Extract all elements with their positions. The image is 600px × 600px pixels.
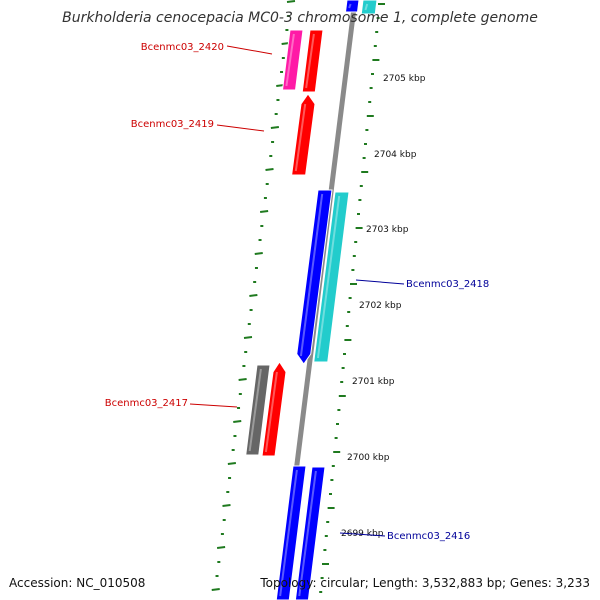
gene-reverse-block-highlight bbox=[316, 195, 341, 359]
gene-label: Bcenmc03_2420 bbox=[141, 42, 224, 53]
gene-label: Bcenmc03_2417 bbox=[105, 398, 188, 409]
accession-text: Accession: NC_010508 bbox=[9, 576, 146, 590]
gc-content-tick bbox=[259, 210, 269, 213]
gc-content-tick bbox=[211, 588, 220, 591]
gene-bcenmc03-2418-block-highlight bbox=[299, 193, 324, 357]
genome-summary-text: Topology: circular; Length: 3,532,883 bp… bbox=[260, 576, 590, 590]
gene-bcenmc03-2416-block-highlight bbox=[279, 469, 298, 597]
ruler-label: 2700 kbp bbox=[347, 453, 390, 463]
gene-bcenmc03-2417-block-highlight bbox=[264, 371, 278, 453]
gene-bcenmc03-2417-block bbox=[261, 361, 287, 457]
gc-content-tick bbox=[249, 294, 258, 297]
gene-label: Bcenmc03_2416 bbox=[387, 531, 470, 542]
gene-label-leader bbox=[339, 532, 386, 537]
gene-top-block-highlight bbox=[348, 3, 352, 9]
gene-reverse-block-highlight bbox=[298, 470, 317, 597]
ruler-label: 2703 kbp bbox=[366, 225, 409, 235]
gc-content-tick bbox=[286, 0, 296, 3]
gene-reverse-block bbox=[313, 191, 350, 363]
ruler-label: 2705 kbp bbox=[383, 74, 426, 84]
ruler-label: 2701 kbp bbox=[352, 377, 395, 387]
gene-forward-block-highlight bbox=[248, 368, 262, 452]
gene-bcenmc03-2419-block bbox=[291, 93, 316, 176]
gc-content-tick bbox=[254, 252, 263, 255]
gene-top-block-highlight bbox=[364, 3, 369, 11]
gene-label-leader bbox=[355, 279, 405, 285]
gene-label-leader bbox=[189, 403, 238, 408]
gc-content-tick bbox=[238, 378, 247, 381]
gc-content-tick bbox=[243, 336, 253, 339]
ruler-label: 2704 kbp bbox=[374, 150, 417, 160]
gene-forward-block bbox=[245, 364, 271, 456]
gene-bcenmc03-2416-block bbox=[275, 465, 307, 600]
gene-bcenmc03-2418-block bbox=[296, 189, 333, 365]
ruler-label: 2702 kbp bbox=[359, 301, 402, 311]
gc-content-tick bbox=[222, 504, 231, 507]
gc-content-tick bbox=[233, 420, 242, 423]
gene-forward-block bbox=[301, 29, 324, 93]
gc-content-tick bbox=[265, 168, 274, 171]
gene-label: Bcenmc03_2418 bbox=[406, 279, 489, 290]
gene-forward-block-highlight bbox=[305, 33, 315, 89]
gc-content-tick bbox=[270, 126, 279, 129]
gene-top-block bbox=[360, 0, 378, 15]
gc-content-tick bbox=[227, 462, 236, 465]
gene-label-leader bbox=[226, 45, 273, 55]
gene-top-block bbox=[344, 0, 360, 13]
gene-bcenmc03-2419-block-highlight bbox=[294, 103, 307, 172]
gene-label-leader bbox=[216, 124, 265, 132]
gc-content-tick bbox=[216, 546, 226, 549]
gene-bcenmc03-2420-block bbox=[281, 29, 304, 91]
gene-label: Bcenmc03_2419 bbox=[131, 119, 214, 130]
gene-bcenmc03-2420-block-highlight bbox=[285, 33, 295, 87]
gene-reverse-block bbox=[294, 466, 326, 600]
genome-title: Burkholderia cenocepacia MC0-3 chromosom… bbox=[62, 10, 538, 26]
